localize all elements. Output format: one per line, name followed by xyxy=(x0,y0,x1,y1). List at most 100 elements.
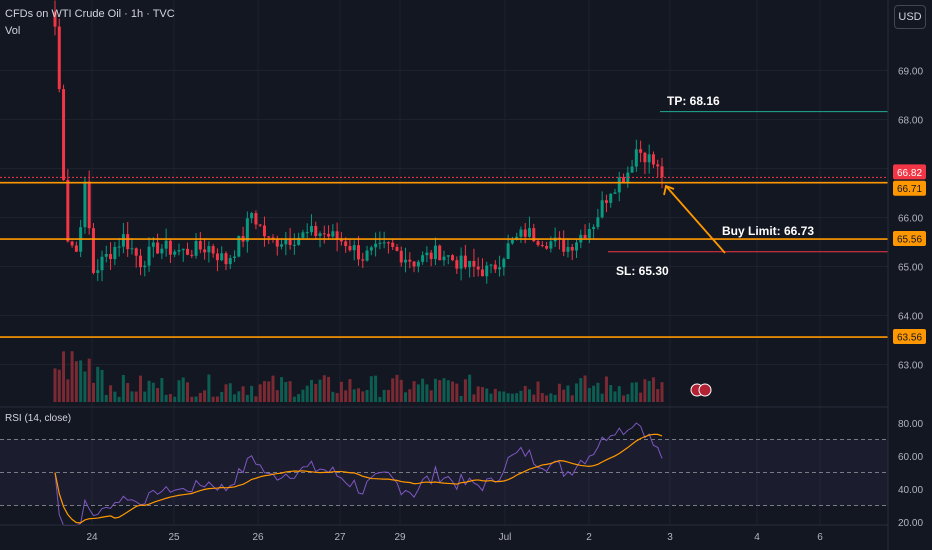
volume-bar xyxy=(215,396,219,402)
candle xyxy=(404,259,408,263)
candle xyxy=(339,239,343,242)
volume-bar xyxy=(164,394,168,402)
candle xyxy=(656,164,660,167)
candle xyxy=(622,177,626,183)
candle xyxy=(540,245,544,247)
candle xyxy=(100,256,104,271)
volume-bar xyxy=(510,393,514,402)
volume-bar xyxy=(177,380,181,402)
volume-bar xyxy=(301,389,305,402)
volume-bar xyxy=(468,374,472,402)
volume-bar xyxy=(587,387,591,402)
volume-bar xyxy=(147,380,151,402)
volume-bar xyxy=(224,384,228,402)
volume-bar xyxy=(656,389,660,402)
candle xyxy=(617,177,621,193)
volume-bar xyxy=(540,393,544,402)
volume-bar xyxy=(288,381,292,402)
price-tick: 65.00 xyxy=(898,263,923,274)
volume-bar xyxy=(442,378,446,402)
candle xyxy=(318,233,322,237)
candle xyxy=(634,149,638,167)
candle xyxy=(109,253,113,260)
candle xyxy=(575,242,579,251)
volume-bar xyxy=(87,358,91,402)
volume-bar xyxy=(421,378,425,402)
time-tick: 25 xyxy=(168,532,180,543)
price-badge-label: 65.56 xyxy=(897,235,922,246)
price-badge xyxy=(893,231,926,247)
price-tick: 66.00 xyxy=(898,214,923,225)
price-axis xyxy=(888,0,932,550)
candle xyxy=(331,231,335,237)
volume-bar xyxy=(485,388,489,402)
candle xyxy=(600,200,604,218)
volume-bar xyxy=(74,361,78,402)
candle xyxy=(613,192,617,194)
volume-bar xyxy=(596,382,600,402)
volume-bar xyxy=(451,381,455,402)
candle xyxy=(297,237,301,245)
candle xyxy=(523,229,527,237)
candle xyxy=(258,224,262,226)
candle xyxy=(177,250,181,252)
volume-bar xyxy=(194,396,198,402)
volume-bar xyxy=(70,351,74,402)
volume-bar xyxy=(151,382,155,402)
volume-bar xyxy=(348,379,352,402)
candle xyxy=(502,258,506,268)
volume-bar xyxy=(284,382,288,402)
candle xyxy=(557,237,561,239)
candle xyxy=(207,246,211,253)
volume-bar xyxy=(583,375,587,402)
volume-bar xyxy=(579,378,583,402)
time-tick: 3 xyxy=(667,532,673,543)
volume-bar xyxy=(143,391,147,402)
candle xyxy=(168,240,172,255)
candle xyxy=(237,235,241,257)
candle xyxy=(74,245,78,252)
volume-bar xyxy=(455,383,459,402)
candle xyxy=(592,227,596,229)
price-tick: 69.00 xyxy=(898,67,923,78)
rsi-panel xyxy=(0,406,932,526)
volume-bar xyxy=(113,391,117,402)
event-flag-icon xyxy=(698,383,712,397)
candle xyxy=(566,247,570,252)
candle xyxy=(485,265,489,277)
rsi-line xyxy=(54,422,663,526)
volume-bar xyxy=(66,379,70,402)
price-badge xyxy=(893,329,926,345)
candle xyxy=(545,245,549,249)
volume-bar xyxy=(91,382,95,402)
candle xyxy=(147,246,151,266)
candles xyxy=(53,0,664,284)
candle xyxy=(53,11,57,27)
volume-bar xyxy=(104,394,108,402)
candle xyxy=(121,234,125,247)
volume-bar xyxy=(463,379,467,402)
rsi-tick: 80.00 xyxy=(898,419,923,430)
volume-bar xyxy=(233,394,237,402)
volume-bar xyxy=(502,391,506,402)
time-tick: 6 xyxy=(817,532,823,543)
volume-bar xyxy=(391,378,395,402)
candle xyxy=(626,172,630,183)
candle xyxy=(83,181,87,228)
price-tick: 68.00 xyxy=(898,116,923,127)
candle xyxy=(327,233,331,237)
volume-bar xyxy=(190,396,194,402)
volume-bar xyxy=(639,392,643,402)
volume-bar xyxy=(109,385,113,402)
candle xyxy=(562,238,566,252)
currency-button[interactable]: USD xyxy=(894,5,926,29)
volume-bar xyxy=(386,389,390,402)
candle xyxy=(583,234,587,239)
volume-bar xyxy=(156,388,160,402)
candle xyxy=(357,245,360,260)
volume-bar xyxy=(643,379,647,402)
candle xyxy=(314,226,318,237)
candle xyxy=(87,181,91,229)
volume-bar xyxy=(344,390,348,402)
